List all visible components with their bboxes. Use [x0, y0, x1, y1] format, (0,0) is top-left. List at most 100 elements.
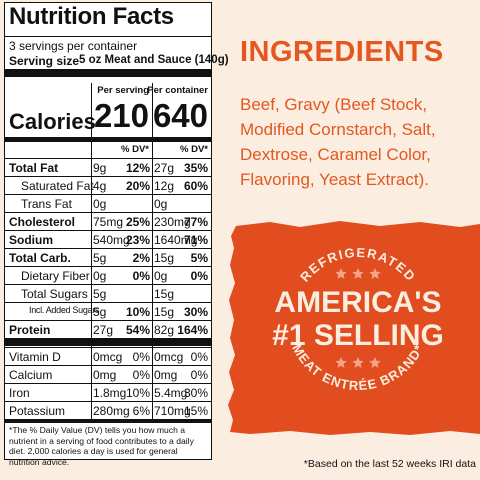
amount: 230mg: [154, 215, 191, 229]
daily-value: 20%: [125, 179, 150, 193]
star: [352, 357, 364, 368]
daily-value: 71%: [183, 233, 208, 247]
nutrient-name: Incl. Added Sugars: [29, 305, 100, 315]
amount: 0mcg: [154, 350, 184, 364]
disclaimer: *Based on the last 52 weeks IRI data: [303, 458, 476, 470]
rule: [5, 302, 211, 303]
nutrient-name: Trans Fat: [21, 197, 72, 211]
amount: 0g: [154, 269, 168, 283]
nutrient-name: Iron: [9, 386, 30, 400]
amount: 5g: [93, 251, 107, 265]
rule: [5, 176, 211, 177]
amount: 0g: [93, 269, 107, 283]
amount: 82g: [154, 323, 175, 337]
daily-value: 0%: [132, 350, 150, 364]
nutrient-name: Total Fat: [9, 161, 59, 175]
amount: 5g: [93, 287, 107, 301]
daily-value: 30%: [183, 386, 208, 400]
daily-value: 5%: [190, 251, 208, 265]
daily-value: 0%: [190, 368, 208, 382]
amount: 5.4mg: [154, 386, 188, 400]
rule: [5, 36, 211, 37]
calories-value: 210: [93, 97, 149, 134]
star: [369, 357, 381, 368]
rule: [5, 338, 211, 346]
rule: [5, 419, 211, 423]
daily-value: 0%: [190, 269, 208, 283]
serving-size-label: Serving size: [9, 54, 80, 68]
rule: [5, 158, 211, 159]
daily-value: 60%: [183, 179, 208, 193]
amount: 4g: [93, 179, 107, 193]
banner-line: #1 SELLING: [272, 319, 444, 352]
daily-value: 6%: [132, 404, 150, 418]
rule: [5, 347, 211, 348]
rule: [5, 212, 211, 213]
daily-value: 54%: [125, 323, 150, 337]
amount: 27g: [154, 161, 175, 175]
amount: 15g: [154, 305, 175, 319]
ingredients-heading: INGREDIENTS: [240, 36, 444, 68]
daily-value: 12%: [125, 161, 150, 175]
rule: [5, 230, 211, 231]
nutrient-name: Vitamin D: [9, 350, 61, 364]
rule: [5, 266, 211, 267]
column-header: Per container: [147, 85, 208, 96]
rule: [5, 401, 211, 402]
daily-value: 164%: [177, 323, 208, 337]
daily-value: 0%: [190, 350, 208, 364]
daily-value: 10%: [125, 386, 150, 400]
rule: [5, 365, 211, 366]
daily-value: 2%: [132, 251, 150, 265]
ingredients-text: Beef, Gravy (Beef Stock, Modified Cornst…: [240, 95, 436, 189]
nutrient-name: Sodium: [9, 233, 53, 247]
nutrient-name: Potassium: [9, 404, 66, 418]
amount: 0mg: [154, 368, 178, 382]
star: [352, 268, 364, 279]
amount: 9g: [93, 161, 107, 175]
amount: 15g: [154, 287, 175, 301]
amount: 75mg: [93, 215, 124, 229]
daily-value: 10%: [125, 305, 150, 319]
dv-header: % DV*: [180, 144, 208, 155]
nutrient-name: Protein: [9, 323, 51, 337]
calories-label: Calories: [9, 109, 96, 134]
amount: 280mg: [93, 404, 130, 418]
servings: 3 servings per container: [9, 39, 138, 53]
nutrition-label: Nutrition Facts 3 servings per container S…: [4, 2, 229, 467]
rule: [5, 248, 211, 249]
rule: [5, 137, 211, 142]
amount: 1.8mg: [93, 386, 127, 400]
amount: 540mg: [93, 233, 130, 247]
amount: 5g: [93, 305, 107, 319]
amount: 1640mg: [154, 233, 198, 247]
rule: [5, 69, 211, 77]
serving-size-value: 5 oz Meat and Sauce (140g): [79, 54, 229, 66]
footnote: *The % Daily Value (DV) tells you how mu…: [9, 425, 194, 467]
star: [335, 357, 347, 368]
nutrient-name: Saturated Fat: [21, 179, 94, 193]
star: [369, 268, 381, 279]
daily-value: 15%: [183, 404, 208, 418]
nutrient-name: Calcium: [9, 368, 53, 382]
amount: 15g: [154, 251, 175, 265]
banner-line: AMERICA'S: [274, 286, 441, 319]
daily-value: 25%: [125, 215, 150, 229]
nutrient-name: Total Carb.: [9, 251, 71, 265]
nutrient-name: Total Sugars: [21, 287, 88, 301]
column-header: Per serving: [97, 85, 149, 96]
amount: 0mcg: [93, 350, 123, 364]
daily-value: 0%: [132, 269, 150, 283]
daily-value: 77%: [183, 215, 208, 229]
amount: 710mg: [154, 404, 191, 418]
amount: 0mg: [93, 368, 117, 382]
divider: [152, 83, 153, 423]
amount: 0g: [93, 197, 107, 211]
calories-value: 640: [152, 97, 208, 134]
banner: [228, 221, 480, 435]
daily-value: 23%: [125, 233, 150, 247]
daily-value: 30%: [183, 305, 208, 319]
dv-header: % DV*: [121, 144, 149, 155]
star: [335, 268, 347, 279]
nutrient-name: Cholesterol: [9, 215, 76, 229]
